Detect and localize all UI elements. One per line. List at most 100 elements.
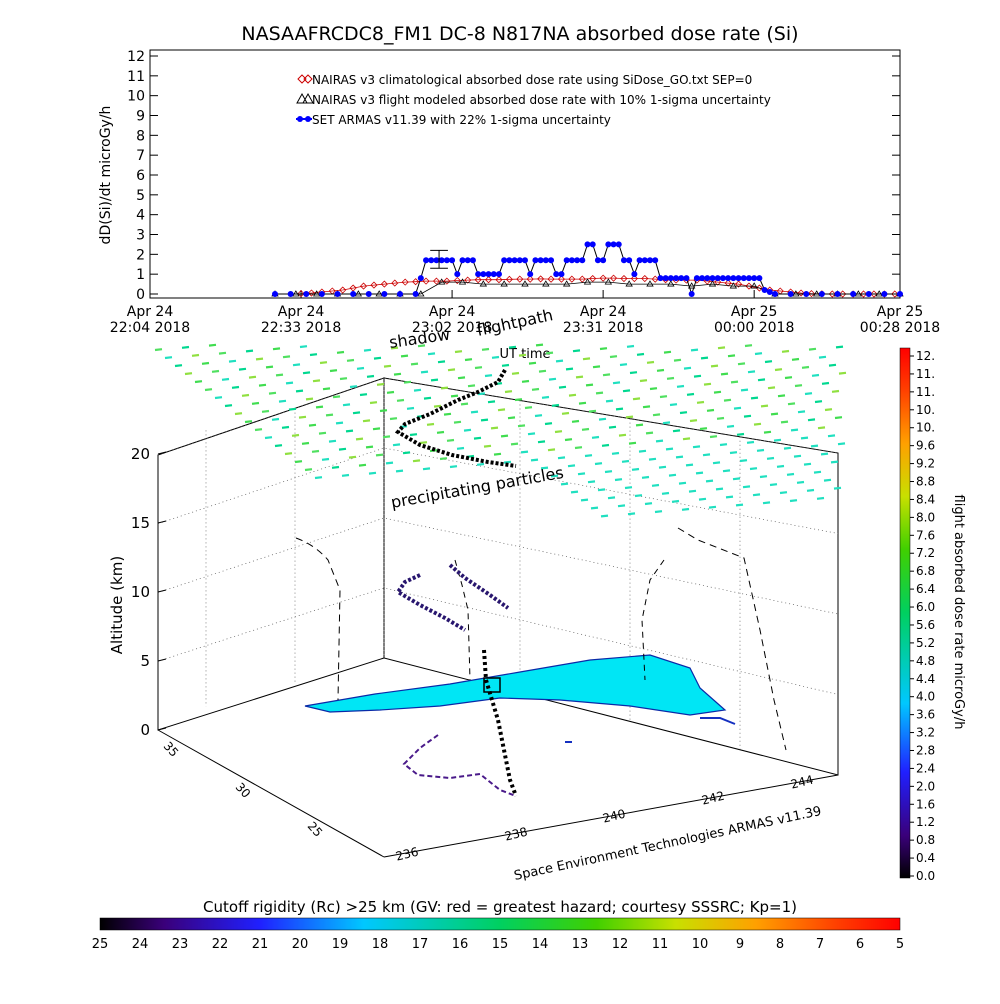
particle-dash [590, 506, 599, 510]
particle-dash [767, 386, 776, 390]
particle-dash [818, 355, 827, 359]
particle-dash [497, 408, 506, 412]
particle-dash [406, 406, 415, 410]
particle-dash [449, 465, 458, 469]
flight-path-3d-plot: shadow flightpath precipitating particle… [108, 305, 847, 884]
data-point [745, 282, 753, 290]
colorbar-tick-label: 8.4 [916, 492, 935, 506]
data-point [897, 291, 903, 297]
particle-dash [359, 393, 368, 397]
data-point [610, 241, 617, 248]
legend-marker [302, 92, 314, 104]
data-point [662, 275, 669, 282]
projection-right-wall-2 [641, 559, 665, 681]
data-point [636, 257, 643, 264]
particle-dash [568, 393, 577, 397]
particle-dash [777, 394, 786, 398]
x-tick-label-date: Apr 24 [580, 304, 627, 320]
y-tick-label: 8 [136, 128, 145, 144]
particle-dash [585, 383, 594, 387]
data-point [772, 291, 778, 297]
particle-dash [763, 430, 772, 434]
data-point [350, 291, 357, 297]
data-point [599, 274, 607, 282]
data-point [708, 280, 717, 287]
particle-dash [601, 443, 610, 447]
colorbar-tick-label: 4.4 [916, 672, 935, 686]
particle-dash [453, 420, 462, 424]
particle-dash [587, 480, 596, 484]
particle-dash [474, 366, 483, 370]
shadow-marker [483, 677, 501, 693]
projection-left-wall [295, 537, 341, 701]
data-point [724, 279, 732, 287]
particle-dash [804, 392, 813, 396]
x-tick-label-time: 00:00 2018 [714, 320, 794, 336]
data-point [443, 257, 450, 264]
particle-dash [534, 414, 543, 418]
particle-dash [531, 387, 540, 391]
colorbar-tick-label: 11. [916, 367, 935, 381]
particle-dash [662, 421, 671, 425]
particle-dash [700, 356, 709, 360]
data-point [334, 291, 341, 297]
data-point [526, 275, 534, 283]
particle-dash [817, 426, 826, 430]
particle-dash [794, 384, 803, 388]
particle-dash [503, 460, 512, 464]
latitude-tick-label: 30 [233, 780, 254, 801]
particle-dash [692, 445, 701, 449]
particle-dash [705, 479, 714, 483]
particle-dash [752, 493, 761, 497]
particle-dash [261, 409, 270, 413]
particle-dash [833, 486, 842, 490]
altitude-tick-mark [157, 520, 167, 524]
colorbar-tick-label: 23 [172, 937, 189, 952]
particle-dash [527, 432, 536, 436]
particle-dash [638, 449, 647, 453]
colorbar-tick-label: 13 [572, 937, 589, 952]
colorbar-tick-label: 17 [412, 937, 429, 952]
particle-dash [682, 437, 691, 441]
particle-dash [204, 388, 213, 392]
particle-dash [827, 434, 836, 438]
data-point [740, 275, 747, 282]
particle-dash [255, 357, 264, 361]
particle-dash [702, 453, 711, 457]
data-point [828, 290, 836, 298]
particle-dash [754, 352, 763, 356]
data-point [438, 257, 445, 264]
colorbar-tick-label: 8 [776, 937, 784, 952]
particle-dash [814, 400, 823, 404]
horizontal-colorbar-label: Cutoff rigidity (Rc) >25 km (GV: red = g… [203, 898, 797, 916]
particle-dash [591, 435, 600, 439]
particle-dash [796, 480, 805, 484]
y-tick-label: 9 [136, 109, 145, 125]
particle-dash [386, 390, 395, 394]
particle-dash [473, 436, 482, 440]
particle-dash [820, 452, 829, 456]
colorbar-tick-label: 2.8 [916, 743, 935, 757]
particle-dash [773, 438, 782, 442]
particle-dash [574, 446, 583, 450]
y-tick-label: 11 [127, 69, 145, 85]
particle-dash [749, 467, 758, 471]
legend-label: NAIRAS v3 climatological absorbed dose r… [312, 73, 752, 87]
particle-dash [685, 463, 694, 467]
precipitating-particles-layer [154, 343, 847, 518]
particle-dash [288, 407, 297, 411]
particle-dash [321, 457, 330, 461]
particle-dash [348, 455, 357, 459]
particle-dash [339, 377, 348, 381]
particle-dash [580, 498, 589, 502]
data-point [850, 291, 857, 297]
particle-dash [241, 393, 250, 397]
particle-dash [271, 417, 280, 421]
particle-dash [581, 427, 590, 431]
particle-dash [314, 476, 323, 480]
particle-dash [655, 439, 664, 443]
particle-dash [295, 389, 304, 393]
particle-dash [328, 439, 337, 443]
